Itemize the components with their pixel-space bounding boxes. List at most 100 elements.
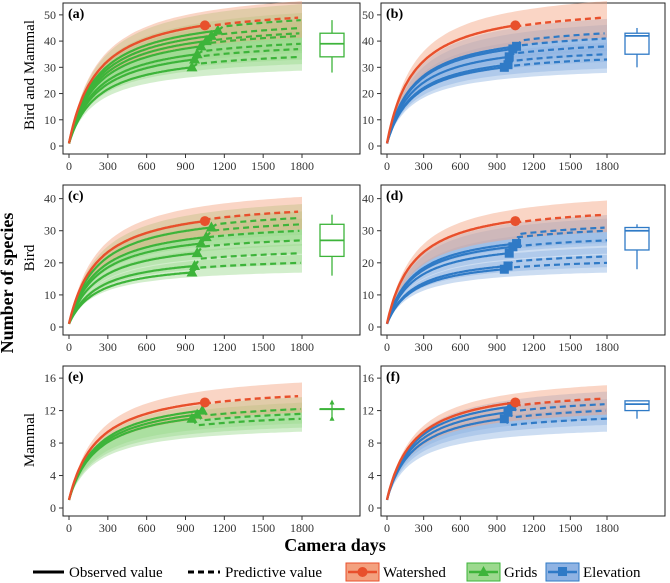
x-tick-label: 600 <box>138 159 156 173</box>
x-tick-label: 1800 <box>290 521 314 535</box>
x-tick-label: 300 <box>99 159 117 173</box>
predictive-line <box>196 412 301 422</box>
predictive-line <box>508 239 608 254</box>
y-tick-label: 50 <box>44 8 56 22</box>
panel-frame <box>380 184 666 336</box>
boxplot-box <box>624 32 650 55</box>
observed-line <box>67 45 202 144</box>
legend-watershed-marker <box>357 567 368 577</box>
observed-line <box>67 413 198 501</box>
boxplot-outlier <box>329 415 335 421</box>
x-tick-label: 900 <box>488 521 506 535</box>
grids-marker <box>200 231 212 242</box>
x-tick-label: 1500 <box>558 340 582 354</box>
y-tick-label: 0 <box>50 501 56 515</box>
x-tick-label: 600 <box>138 340 156 354</box>
confidence-band <box>387 215 607 324</box>
watershed-predictive-line <box>204 16 299 28</box>
predictive-line <box>196 42 301 56</box>
confidence-band <box>69 397 302 500</box>
x-tick-label: 0 <box>384 159 390 173</box>
x-tick-label: 1500 <box>251 521 275 535</box>
observed-line <box>67 40 207 144</box>
watershed-observed-line <box>67 401 205 501</box>
observed-line <box>385 242 517 325</box>
watershed-predictive-line <box>515 213 604 224</box>
observed-line <box>67 236 207 325</box>
watershed-observed-line <box>385 24 516 144</box>
panel-label: (b) <box>386 7 403 22</box>
legend-elevation-label: Elevation <box>583 565 641 581</box>
watershed-observed-line <box>385 401 516 501</box>
predictive-line <box>193 252 299 267</box>
boxplot <box>624 224 650 270</box>
x-tick-label: 1200 <box>522 159 546 173</box>
y-tick-label: 10 <box>44 288 56 302</box>
observed-line <box>385 45 517 144</box>
watershed-observed-line <box>385 219 516 325</box>
predictive-line <box>511 229 606 248</box>
observed-line <box>67 66 193 144</box>
elevation-marker <box>504 52 514 62</box>
x-axis-title: Camera days <box>284 535 386 555</box>
x-tick-label: 300 <box>415 340 433 354</box>
x-tick-label: 1800 <box>290 159 314 173</box>
watershed-marker <box>199 216 210 227</box>
predictive-line <box>200 34 300 48</box>
y-tick-label: 0 <box>50 139 56 153</box>
y-tick-label: 30 <box>44 60 56 74</box>
observed-line <box>67 409 203 501</box>
y-tick-label: 30 <box>44 224 56 238</box>
observed-line <box>385 268 505 325</box>
predictive-line <box>507 255 606 267</box>
predictive-line <box>504 58 608 69</box>
elevation-marker <box>499 414 509 424</box>
observed-line <box>67 226 212 325</box>
watershed-observed-line <box>67 24 206 144</box>
legend-predictive-label: Predictive value <box>225 565 322 581</box>
x-tick-label: 300 <box>415 159 433 173</box>
observed-line <box>67 58 195 144</box>
observed-line <box>385 411 509 501</box>
watershed-marker <box>510 216 521 227</box>
y-tick-label: 50 <box>362 8 374 22</box>
watershed-predictive-line <box>514 397 604 407</box>
boxplot-box <box>319 32 345 58</box>
y-axis-title: Number of species <box>0 213 17 354</box>
y-tick-label: 40 <box>44 192 56 206</box>
x-tick-label: 0 <box>66 340 72 354</box>
watershed-marker <box>510 20 521 31</box>
x-tick-label: 300 <box>99 340 117 354</box>
predictive-line <box>217 19 301 32</box>
confidence-band <box>387 33 607 144</box>
panel-label: (c) <box>68 189 84 204</box>
watershed-predictive-line <box>515 16 604 28</box>
confidence-band <box>387 385 607 500</box>
elevation-marker <box>503 60 513 70</box>
observed-line <box>385 417 505 501</box>
grids-marker <box>205 221 217 232</box>
watershed-marker <box>199 20 210 31</box>
confidence-band <box>69 18 302 144</box>
y-tick-label: 30 <box>362 60 374 74</box>
panel-d: (d) 0 10 20 30 40 0 300 600 900 1200 1500 1800 <box>362 184 666 354</box>
elevation-marker <box>504 248 514 258</box>
observed-line <box>67 34 212 144</box>
y-tick-label: 40 <box>44 34 56 48</box>
observed-line <box>385 252 510 325</box>
x-tick-label: 300 <box>415 521 433 535</box>
predictive-line <box>200 229 300 245</box>
predictive-line <box>508 45 608 58</box>
observed-line <box>67 29 219 144</box>
elevation-marker <box>503 261 513 271</box>
panel-frame <box>62 365 361 517</box>
x-tick-label: 900 <box>488 340 506 354</box>
elevation-marker <box>507 402 517 412</box>
observed-line <box>67 417 193 501</box>
panel-label: (f) <box>386 370 400 385</box>
x-tick-label: 300 <box>99 521 117 535</box>
y-tick-label: 0 <box>368 139 374 153</box>
y-tick-label: 30 <box>362 224 374 238</box>
observed-line <box>68 271 193 325</box>
grids-marker <box>205 29 217 40</box>
